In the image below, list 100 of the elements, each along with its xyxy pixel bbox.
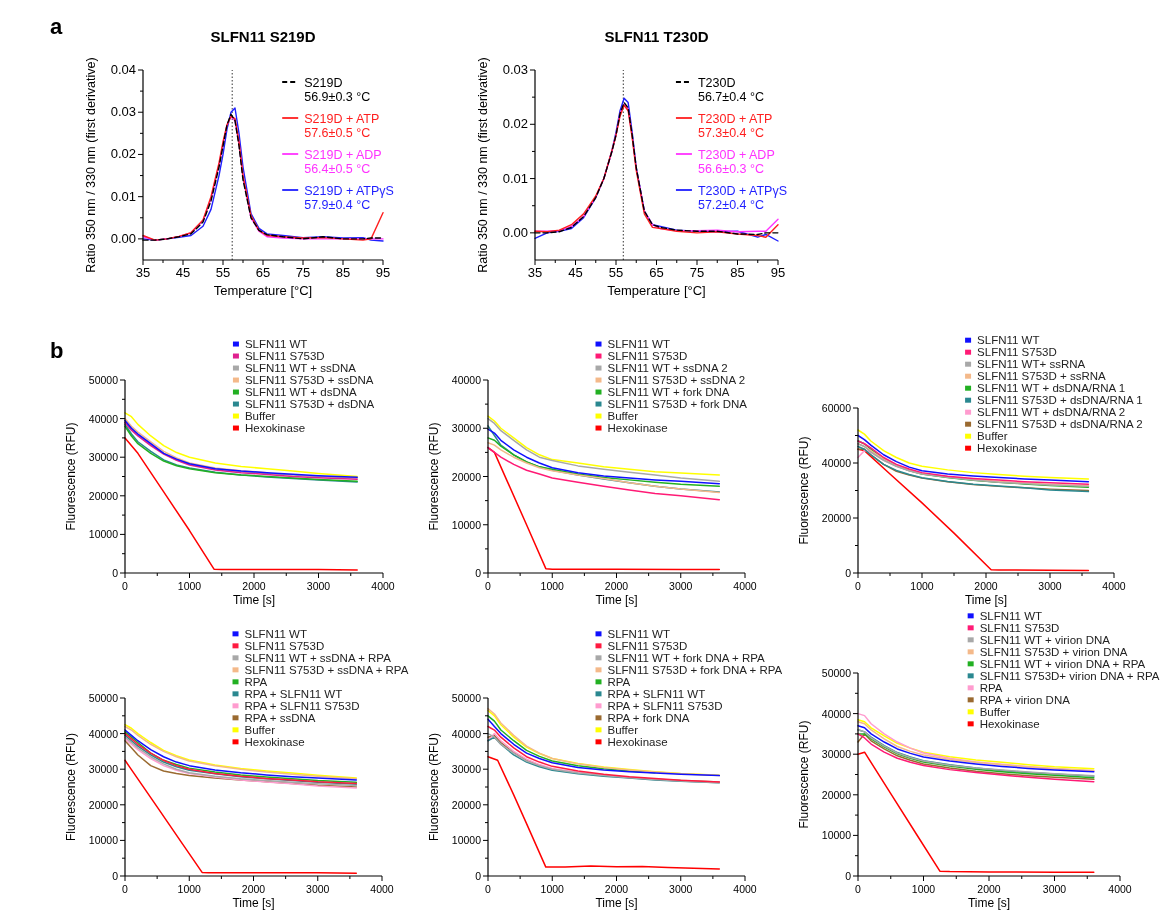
legend-label: SLFN11 WT + ssDNA — [244, 362, 357, 375]
x-tick-label: 35 — [527, 265, 543, 280]
legend-label: SLFN11 S753D — [607, 639, 688, 652]
legend-label: SLFN11 S753D — [977, 346, 1057, 359]
legend-label: RPA + virion DNA — [979, 693, 1071, 706]
legend-label: Hexokinase — [977, 442, 1038, 455]
x-tick-label: 4000 — [1108, 883, 1132, 895]
y-tick-label: 40000 — [88, 727, 119, 740]
legend-label: SLFN11 S753D + fork DNA + RPA — [607, 663, 783, 676]
legend-label: SLFN11 S753D+ virion DNA + RPA — [979, 669, 1160, 682]
y-tick-label: 20000 — [88, 798, 119, 811]
x-tick-label: 3000 — [1038, 580, 1062, 592]
legend-label: SLFN11 WT + dsDNA/RNA 1 — [977, 382, 1126, 395]
y-tick-label: 20000 — [451, 798, 482, 811]
legend-label: SLFN11 WT + fork DNA + RPA — [607, 651, 766, 664]
x-tick-label: 55 — [608, 265, 624, 280]
x-axis-title: Time [s] — [595, 896, 638, 910]
x-tick-label: 75 — [295, 265, 311, 280]
legend-label: S219D + ADP 56.4±0.5 °C — [304, 148, 382, 176]
x-tick-label: 2000 — [241, 883, 266, 895]
legend-label: RPA — [979, 681, 1003, 694]
y-tick-label: 40000 — [88, 412, 119, 425]
x-tick-label: 2000 — [974, 580, 998, 592]
legend-label: RPA — [244, 675, 268, 688]
legend-label: S219D 56.9±0.3 °C — [304, 76, 371, 104]
y-tick-label: 0.03 — [502, 62, 528, 77]
legend-label: RPA + SLFN11 S753D — [607, 699, 723, 712]
legend-label: Hexokinase — [607, 735, 668, 748]
y-tick-label: 40000 — [821, 707, 852, 720]
x-axis-title: Temperature [°C] — [213, 283, 313, 298]
y-axis-title: Ratio 350 nm / 330 nm (first derivative) — [476, 57, 490, 273]
y-tick-label: 0.00 — [110, 230, 136, 246]
x-tick-label: 85 — [335, 265, 351, 280]
legend-label: SLFN11 S753D — [244, 350, 325, 363]
x-axis-title: Time [s] — [232, 896, 275, 910]
x-tick-label: 1000 — [177, 883, 202, 895]
legend-label: T230D 56.7±0.4 °C — [697, 76, 765, 104]
legend-label: RPA + SLFN11 WT — [607, 687, 706, 700]
y-tick-label: 0.02 — [110, 146, 136, 162]
x-tick-label: 0 — [485, 580, 492, 592]
text: b — [50, 338, 64, 363]
x-tick-label: 1000 — [910, 580, 934, 592]
x-tick-label: 1000 — [540, 580, 565, 592]
legend-label: SLFN11 S753D + dsDNA/RNA 1 — [977, 394, 1143, 407]
y-axis-title: Fluorescence (RFU) — [427, 422, 441, 531]
x-tick-label: 4000 — [1102, 580, 1126, 592]
legend-label: RPA + SLFN11 WT — [244, 687, 343, 700]
legend-label: Buffer — [244, 410, 276, 423]
legend-label: SLFN11 WT — [607, 627, 670, 640]
x-tick-label: 0 — [485, 883, 492, 895]
legend-label: SLFN11 WT — [977, 334, 1040, 347]
y-tick-label: 0 — [475, 567, 482, 579]
x-axis-title: Temperature [°C] — [607, 283, 706, 298]
x-tick-label: 35 — [135, 265, 151, 280]
chart-title: SLFN11 T230D — [604, 28, 709, 45]
x-tick-label: 3000 — [306, 580, 331, 592]
legend-label: SLFN11 WT — [979, 609, 1043, 622]
y-tick-label: 50000 — [821, 667, 852, 679]
y-axis-title: Fluorescence (RFU) — [797, 720, 811, 829]
x-tick-label: 4000 — [370, 883, 394, 895]
x-tick-label: 2000 — [604, 883, 629, 895]
legend-label: RPA — [607, 675, 631, 688]
y-tick-label: 0.01 — [502, 170, 528, 186]
legend-label: SLFN11 S753D + ssDNA + RPA — [244, 663, 409, 676]
x-axis-title: Time [s] — [232, 593, 276, 607]
legend-label: SLFN11 WT + ssDNA + RPA — [244, 651, 392, 664]
y-tick-label: 0 — [475, 870, 482, 882]
legend-label: SLFN11 WT + virion DNA + RPA — [979, 657, 1146, 670]
legend-label: S219D + ATPγS 57.9±0.4 °C — [304, 184, 394, 212]
x-tick-label: 1000 — [177, 580, 202, 592]
x-tick-label: 55 — [215, 265, 231, 280]
legend-label: Hexokinase — [244, 422, 306, 435]
legend-label: SLFN11 WT + dsDNA — [244, 386, 357, 399]
legend-label: SLFN11 S753D + dsDNA — [244, 398, 375, 411]
y-tick-label: 40000 — [821, 457, 852, 469]
y-tick-label: 0 — [112, 567, 119, 579]
legend-label: SLFN11 S753D + ssDNA 2 — [607, 374, 746, 387]
y-tick-label: 40000 — [451, 727, 482, 740]
legend-label: Buffer — [979, 705, 1011, 718]
y-tick-label: 30000 — [821, 748, 852, 761]
legend-label: Buffer — [977, 430, 1008, 443]
y-tick-label: 0.04 — [110, 62, 136, 77]
y-axis-title: Fluorescence (RFU) — [427, 732, 441, 842]
legend-label: T230D + ADP 56.6±0.3 °C — [697, 148, 775, 176]
legend-label: SLFN11 S753D + dsDNA/RNA 2 — [977, 418, 1143, 431]
legend-label: SLFN11 S753D — [979, 621, 1060, 634]
y-tick-label: 20000 — [451, 470, 482, 483]
y-tick-label: 10000 — [451, 834, 482, 847]
x-tick-label: 1000 — [911, 883, 936, 895]
x-tick-label: 65 — [649, 265, 664, 280]
y-tick-label: 30000 — [88, 451, 119, 464]
x-tick-label: 45 — [175, 265, 191, 280]
x-tick-label: 2000 — [604, 580, 629, 592]
x-tick-label: 0 — [855, 580, 862, 592]
y-axis-title: Fluorescence (RFU) — [64, 732, 78, 842]
legend-label: RPA + SLFN11 S753D — [244, 699, 360, 712]
legend-label: SLFN11 WT — [607, 338, 670, 351]
legend-label: SLFN11 S753D — [607, 350, 688, 363]
x-tick-label: 3000 — [669, 883, 693, 895]
legend-label: Hexokinase — [979, 717, 1040, 730]
